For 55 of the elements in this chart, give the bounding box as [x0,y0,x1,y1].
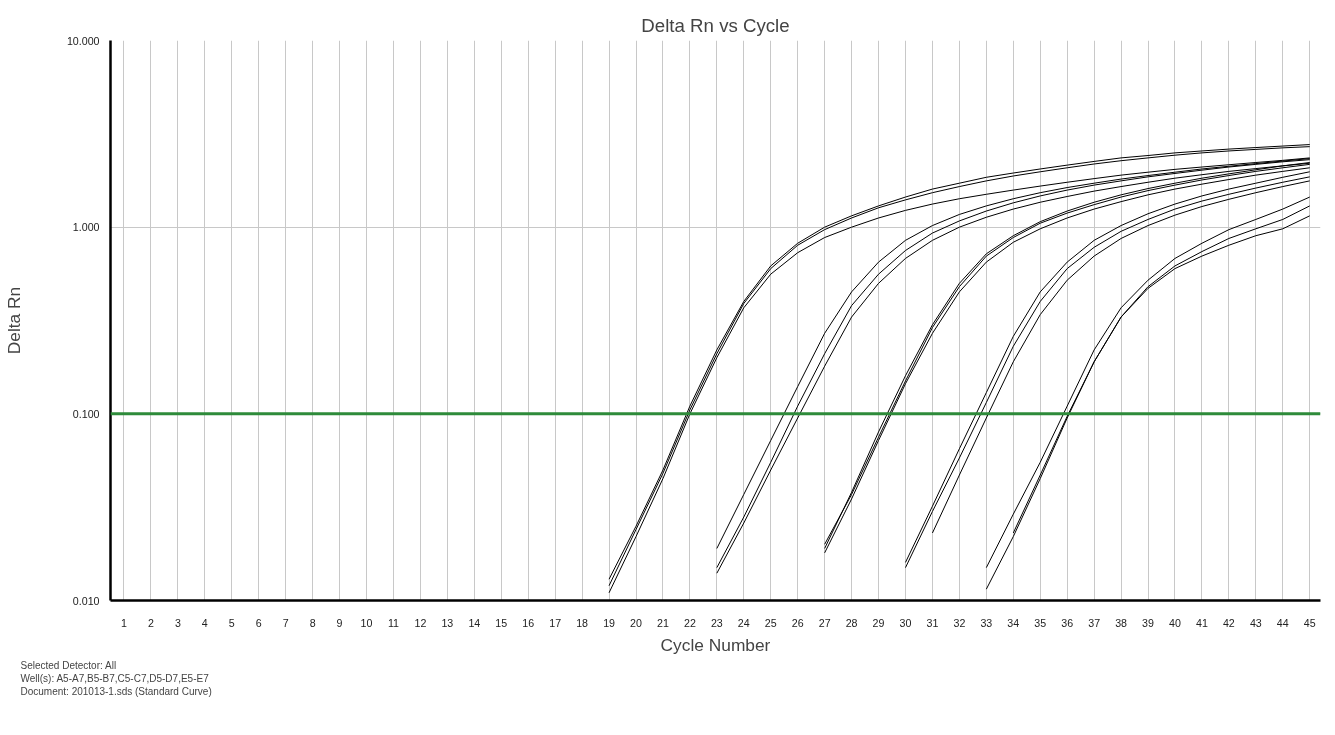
text: Document: 201013-1.sds (Standard Curve) [20,685,212,697]
x-tick-label: 33 [980,616,993,629]
x-tick-label: 12 [414,616,427,629]
chart-title: Delta Rn vs Cycle [641,14,790,36]
x-tick-label: 27 [818,616,831,629]
x-tick-label: 4 [201,616,208,629]
x-tick-label: 7 [282,616,289,629]
x-tick-label: 28 [845,616,858,629]
text: Selected Detector: All [20,659,117,671]
x-tick-label: 41 [1196,616,1208,629]
x-tick-label: 22 [683,616,696,629]
x-tick-label: 39 [1142,616,1155,629]
x-tick-label: 16 [522,616,535,629]
x-tick-label: 26 [791,616,804,629]
y-tick-label: 1.000 [72,221,100,234]
x-tick-label: 9 [336,616,343,629]
x-tick-label: 15 [495,616,508,629]
x-tick-label: 29 [872,616,885,629]
x-tick-label: 38 [1115,616,1128,629]
x-tick-label: 14 [468,616,481,629]
x-tick-label: 1 [121,616,128,629]
y-tick-label: 0.100 [72,407,100,420]
x-tick-label: 21 [657,616,669,629]
x-tick-label: 25 [764,616,777,629]
x-tick-label: 37 [1088,616,1101,629]
x-tick-label: 32 [953,616,966,629]
x-tick-label: 20 [630,616,642,629]
x-tick-label: 10 [360,616,373,629]
x-tick-label: 17 [549,616,562,629]
x-tick-label: 36 [1061,616,1074,629]
x-tick-label: 35 [1034,616,1047,629]
x-tick-label: 34 [1007,616,1020,629]
x-tick-label: 6 [255,616,262,629]
x-tick-label: 44 [1276,616,1289,629]
x-tick-label: 31 [926,616,939,629]
x-tick-label: 42 [1222,616,1235,629]
x-tick-label: 43 [1249,616,1262,629]
x-tick-label: 2 [147,616,154,629]
x-tick-label: 13 [441,616,454,629]
x-tick-label: 11 [387,616,400,629]
x-tick-label: 8 [309,616,316,629]
x-tick-label: 24 [737,616,750,629]
x-tick-label: 40 [1169,616,1181,629]
y-axis-title: Delta Rn [3,286,24,355]
x-tick-label: 3 [174,616,181,629]
y-tick-label: 0.010 [72,594,100,607]
x-tick-label: 5 [228,616,235,629]
x-tick-label: 45 [1303,616,1316,629]
y-tick-label: 10.000 [66,34,100,47]
x-axis-title: Cycle Number [660,634,771,655]
x-tick-label: 19 [603,616,616,629]
x-tick-label: 23 [710,616,723,629]
text: Well(s): A5-A7,B5-B7,C5-C7,D5-D7,E5-E7 [20,672,210,684]
x-tick-label: 18 [576,616,589,629]
x-tick-label: 30 [899,616,912,629]
